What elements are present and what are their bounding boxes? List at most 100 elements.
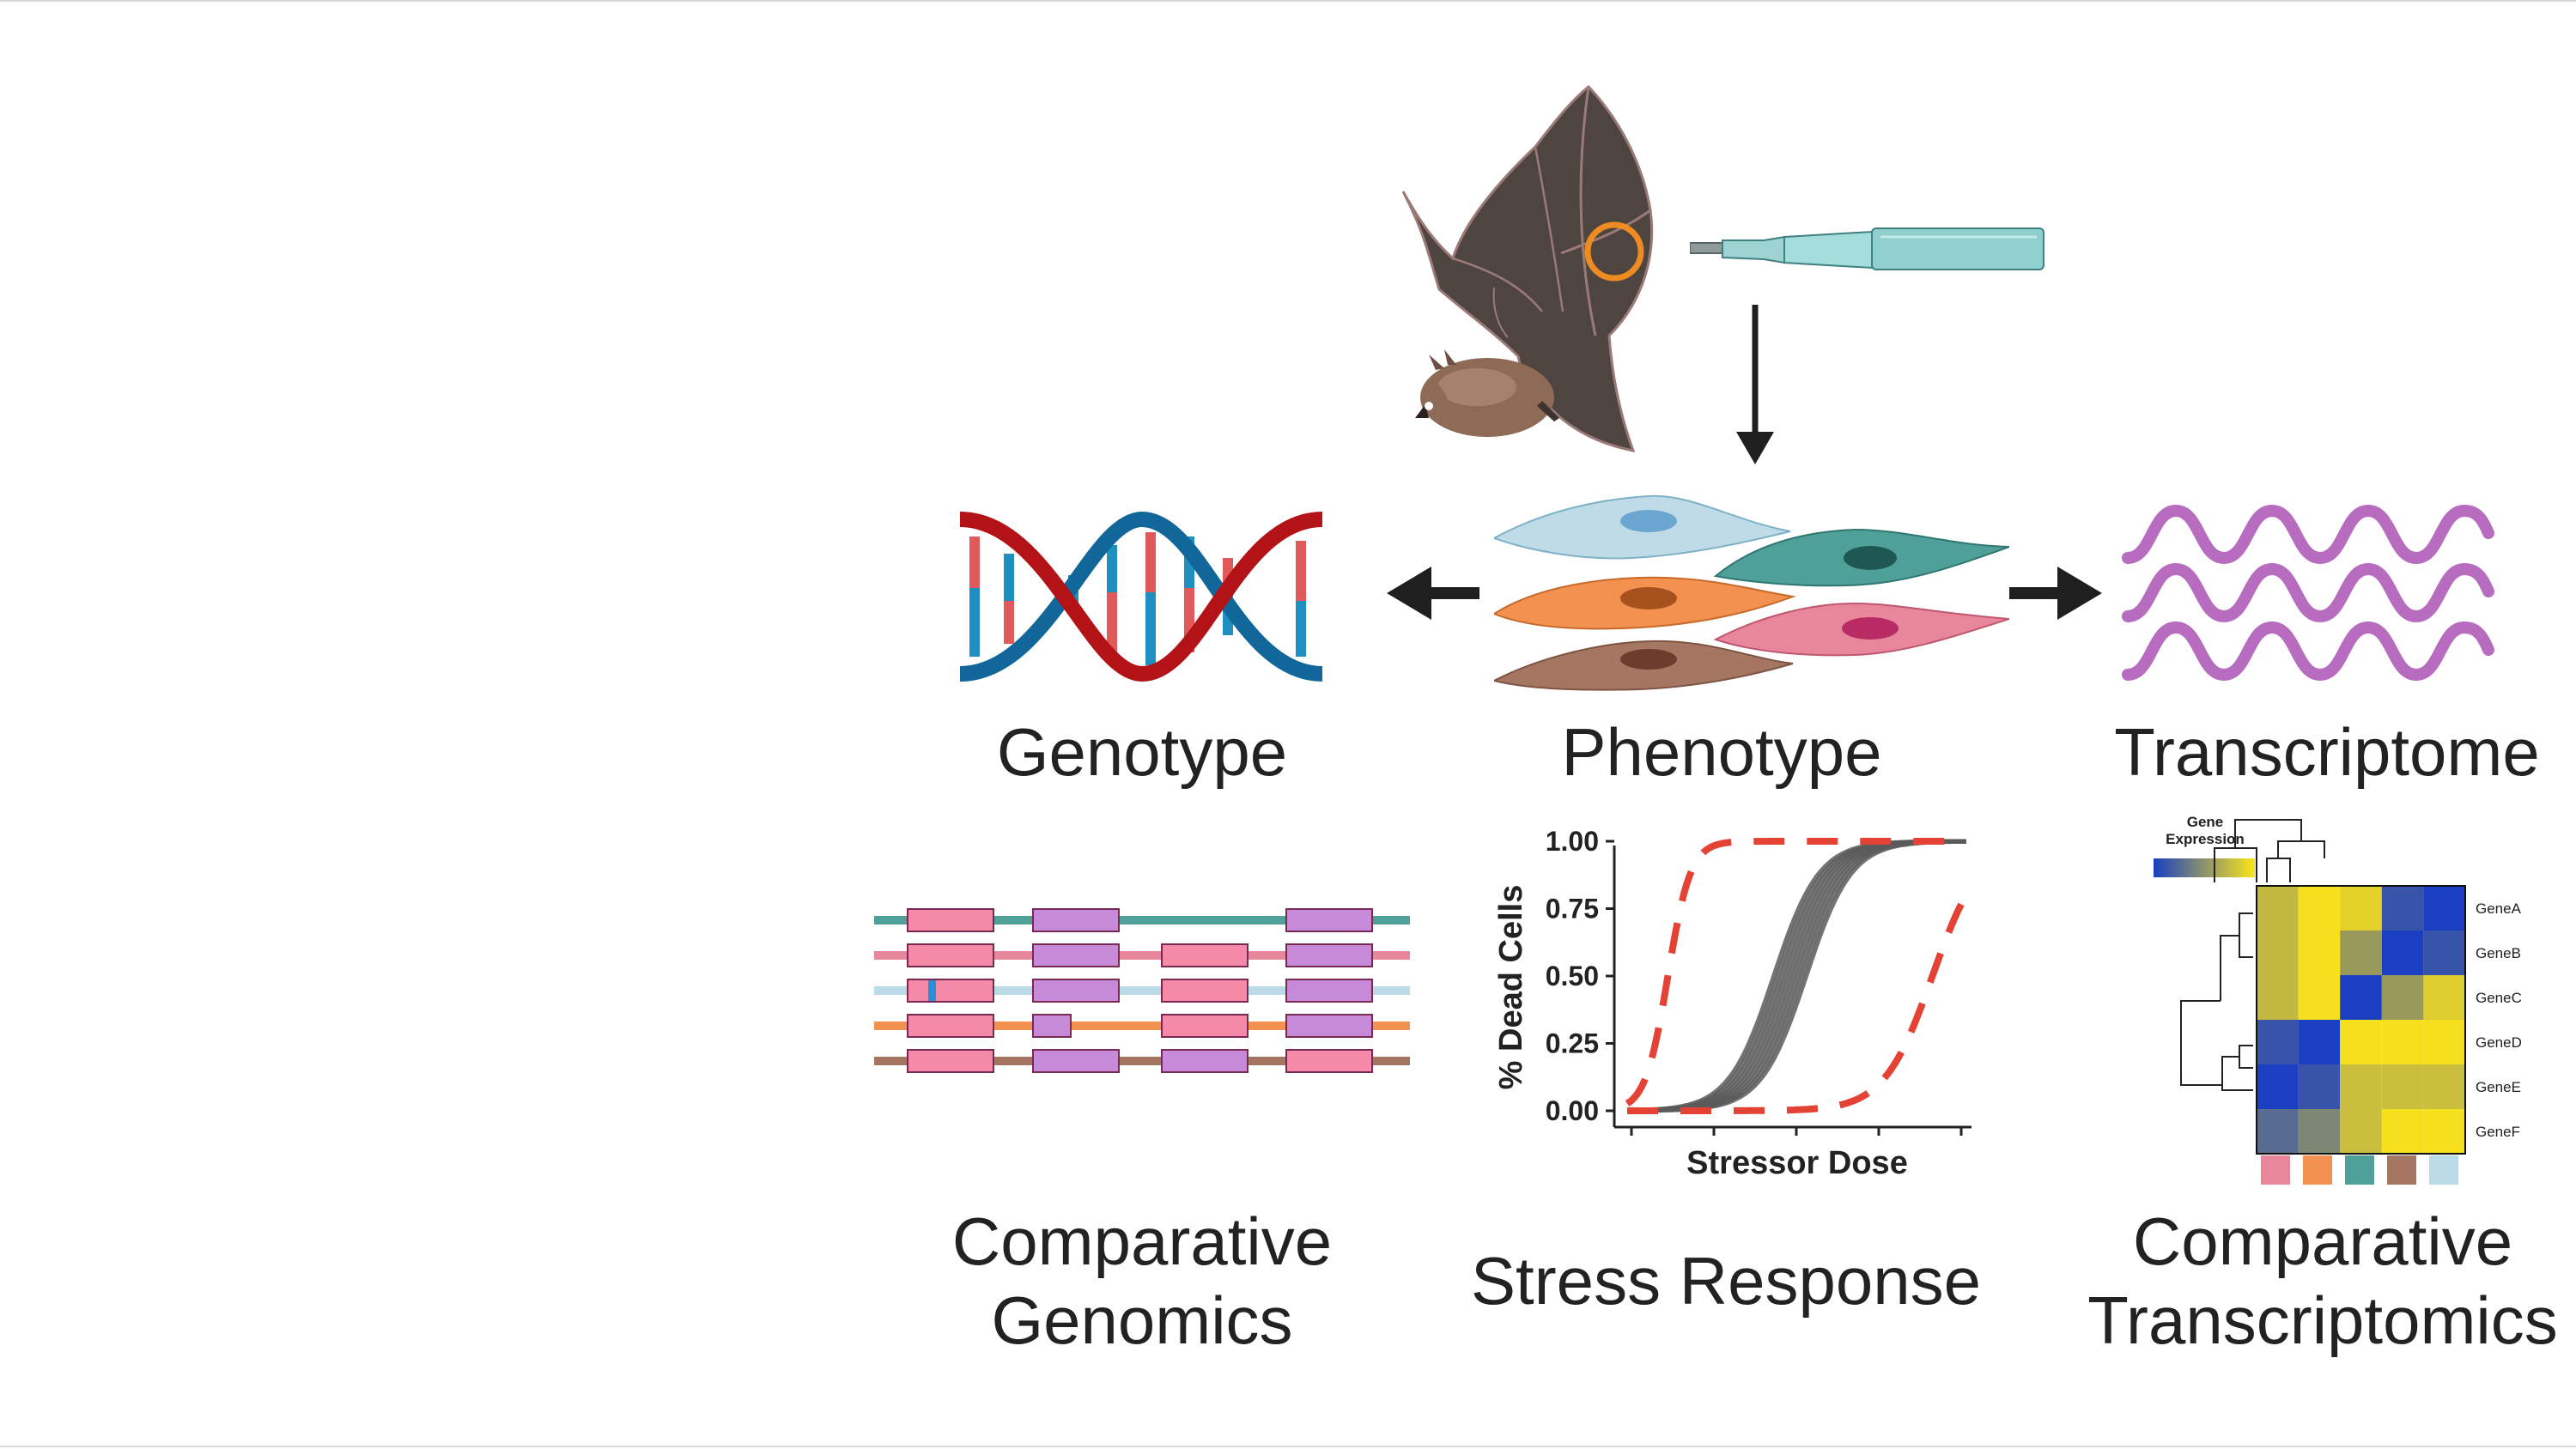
column-dendrogram: [2214, 819, 2325, 882]
heatmap-cell: [2340, 975, 2382, 1020]
heatmap-cell: [2298, 1064, 2341, 1109]
row-dendrogram: [2180, 912, 2253, 1091]
left-arrow-icon: [1387, 567, 1479, 620]
pipette-icon: [1690, 227, 2044, 270]
expression-heatmap: Gene Expression GeneAGeneBGeneCGeneDGene…: [2154, 814, 2522, 1185]
heatmap-cell: [2340, 886, 2382, 931]
cell-icon: [1494, 576, 1796, 630]
phenotype-label: Phenotype: [1561, 714, 1882, 790]
heatmap-cell: [2381, 975, 2424, 1020]
heatmap-cell: [2423, 1109, 2465, 1154]
heatmap-cell: [2381, 931, 2424, 975]
heatmap-cell: [2381, 1064, 2424, 1109]
sample-swatch: [2429, 1155, 2458, 1185]
sample-swatch: [2345, 1155, 2374, 1185]
heatmap-cell: [2340, 1064, 2382, 1109]
comparative-genomics-label: Comparative Genomics: [893, 1202, 1391, 1360]
top-border: [0, 0, 2576, 2]
sample-swatch: [2387, 1155, 2416, 1185]
heatmap-row-label: GeneB: [2476, 945, 2521, 961]
gene-block: [1285, 979, 1373, 1003]
heatmap-cell: [2340, 931, 2382, 975]
dna-helix-icon: [959, 511, 1323, 682]
gene-block: [1161, 979, 1249, 1003]
comparative-transcriptomics-line2: Transcriptomics: [2087, 1282, 2558, 1358]
stress-curve-dashed: [1627, 893, 1970, 1114]
cell-cluster: [1494, 494, 2009, 691]
heatmap-cell: [2381, 1109, 2424, 1154]
x-ticks: [1630, 1127, 1963, 1136]
cell-icon: [1713, 602, 2009, 657]
snp-marker: [928, 980, 936, 1001]
stress-response-chart: 0.00 0.25 0.50 0.75 1.00 % Dead Cells Stress…: [1493, 826, 1971, 1181]
gene-block: [1161, 1014, 1249, 1038]
gene-block: [1032, 979, 1120, 1003]
heatmap-cell: [2298, 1109, 2341, 1154]
heatmap-cell: [2298, 886, 2341, 931]
gene-block: [1285, 1014, 1373, 1038]
cell-icon: [1494, 494, 1791, 560]
y-tick-label: 1.00: [1546, 826, 1599, 857]
genome-alignment: [874, 908, 1410, 1073]
genotype-label: Genotype: [996, 714, 1288, 790]
heatmap-cell: [2298, 975, 2341, 1020]
gene-block: [907, 943, 994, 967]
gene-block: [1032, 1014, 1072, 1038]
heatmap-border: [2256, 885, 2466, 1155]
heatmap-cell: [2423, 1020, 2465, 1064]
gene-block: [1285, 908, 1373, 932]
right-arrow-icon: [2009, 567, 2102, 620]
gene-block: [1285, 943, 1373, 967]
heatmap-cell: [2381, 1020, 2424, 1064]
heatmap-row-label: GeneD: [2476, 1034, 2522, 1051]
gene-block: [1032, 908, 1120, 932]
x-axis-label: Stressor Dose: [1686, 1145, 1908, 1181]
heatmap-cells: [2256, 885, 2466, 1155]
gene-block: [1285, 1049, 1373, 1073]
sample-swatch: [2261, 1155, 2290, 1185]
stress-curve-dashed: [1625, 838, 1966, 1106]
heatmap-row-labels: GeneA GeneB GeneC GeneD GeneE GeneF: [2476, 900, 2522, 1140]
stress-curve-band: [1627, 839, 1966, 1113]
y-tick-label: 0.00: [1546, 1095, 1599, 1126]
cell-icon: [1494, 640, 1794, 691]
heatmap-cell: [2423, 975, 2465, 1020]
gene-block: [907, 979, 994, 1003]
comparative-genomics-line1: Comparative: [951, 1203, 1333, 1279]
y-tick-label: 0.75: [1546, 894, 1599, 925]
heatmap-cell: [2423, 931, 2465, 975]
heatmap-cell: [2257, 1064, 2299, 1109]
bat-icon: [1401, 84, 1654, 452]
sample-swatch: [2303, 1155, 2332, 1185]
heatmap-cell: [2340, 1109, 2382, 1154]
down-arrow-icon: [1736, 305, 1774, 464]
comparative-transcriptomics-line1: Comparative: [2132, 1203, 2513, 1279]
heatmap-cell: [2257, 886, 2299, 931]
heatmap-cell: [2298, 931, 2341, 975]
rna-wave-icon: [2122, 504, 2494, 682]
cell-icon: [1713, 528, 2009, 587]
y-axis-label: % Dead Cells: [1493, 885, 1529, 1090]
transcriptome-label: Transcriptome: [2114, 714, 2540, 790]
gene-block: [1032, 1049, 1120, 1073]
y-tick-label: 0.25: [1546, 1028, 1599, 1059]
heatmap-row-label: GeneC: [2476, 990, 2522, 1006]
heatmap-row-label: GeneE: [2476, 1079, 2521, 1095]
stress-response-label: Stress Response: [1471, 1243, 1981, 1319]
bottom-border: [0, 1446, 2576, 1447]
gene-block: [907, 1014, 994, 1038]
stress-curves: [1625, 838, 1970, 1114]
sample-swatches: [2261, 1155, 2458, 1185]
comparative-transcriptomics-label: Comparative Transcriptomics: [2069, 1202, 2576, 1360]
heatmap-cell: [2257, 1020, 2299, 1064]
gene-block: [1161, 943, 1249, 967]
y-ticks: 0.00 0.25 0.50 0.75 1.00: [1546, 826, 1614, 1126]
heatmap-row-label: GeneA: [2476, 900, 2522, 917]
comparative-genomics-line2: Genomics: [991, 1282, 1293, 1358]
color-scale-bar: [2154, 858, 2255, 877]
heatmap-cell: [2257, 931, 2299, 975]
heatmap-cell: [2257, 975, 2299, 1020]
gene-block: [907, 908, 994, 932]
gene-block: [1032, 943, 1120, 967]
heatmap-cell: [2298, 1020, 2341, 1064]
